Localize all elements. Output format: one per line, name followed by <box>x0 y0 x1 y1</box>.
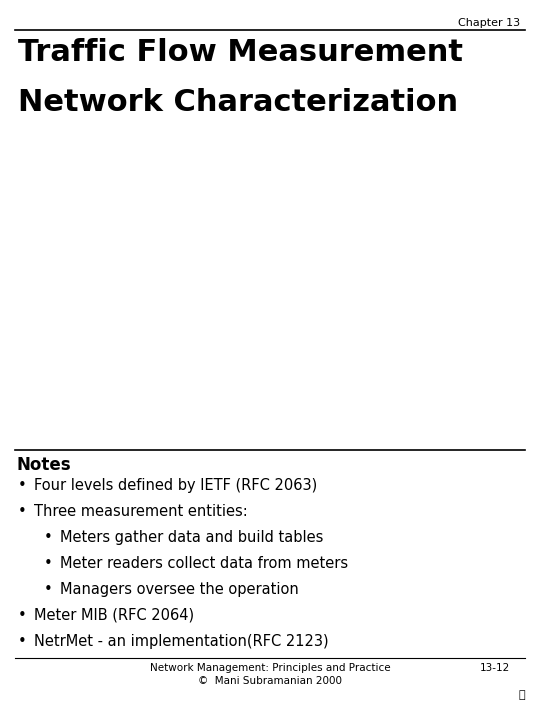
Text: Four levels defined by IETF (RFC 2063): Four levels defined by IETF (RFC 2063) <box>34 478 318 493</box>
Text: ©  Mani Subramanian 2000: © Mani Subramanian 2000 <box>198 676 342 686</box>
Text: •: • <box>44 530 52 545</box>
Text: •: • <box>18 608 26 623</box>
Text: Meters gather data and build tables: Meters gather data and build tables <box>60 530 323 545</box>
Text: Meter readers collect data from meters: Meter readers collect data from meters <box>60 556 348 571</box>
Text: Three measurement entities:: Three measurement entities: <box>34 504 248 519</box>
Text: •: • <box>18 634 26 649</box>
Text: •: • <box>18 504 26 519</box>
Text: Meter MIB (RFC 2064): Meter MIB (RFC 2064) <box>34 608 194 623</box>
Text: Network Management: Principles and Practice: Network Management: Principles and Pract… <box>150 663 390 673</box>
Text: Network Characterization: Network Characterization <box>18 88 458 117</box>
Text: NetrMet - an implementation(RFC 2123): NetrMet - an implementation(RFC 2123) <box>34 634 329 649</box>
Text: 🔊: 🔊 <box>518 690 525 700</box>
Text: •: • <box>44 556 52 571</box>
Text: 13-12: 13-12 <box>480 663 510 673</box>
Text: Traffic Flow Measurement: Traffic Flow Measurement <box>18 38 463 67</box>
Text: Notes: Notes <box>16 456 71 474</box>
Text: Managers oversee the operation: Managers oversee the operation <box>60 582 299 597</box>
Text: •: • <box>18 478 26 493</box>
Text: •: • <box>44 582 52 597</box>
Text: Chapter 13: Chapter 13 <box>458 18 520 28</box>
